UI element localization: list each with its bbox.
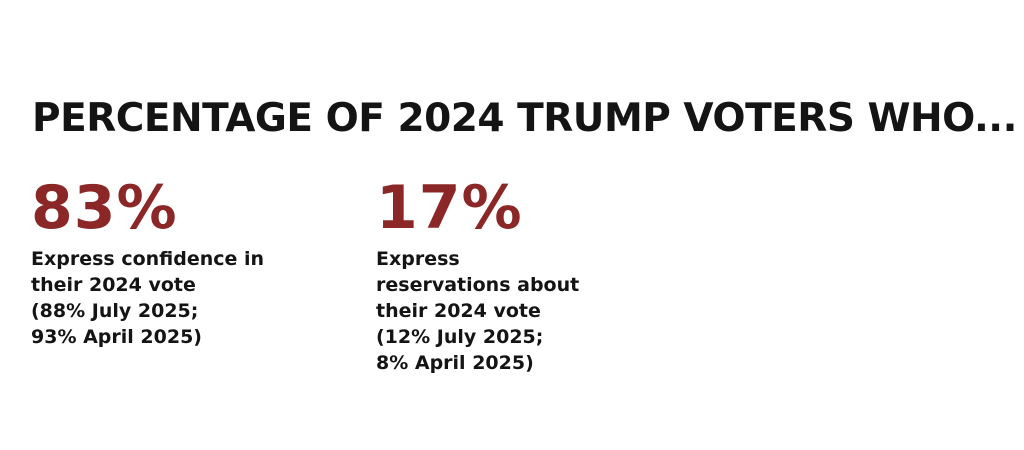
chart-title: PERCENTAGE OF 2024 TRUMP VOTERS WHO...: [32, 96, 1017, 141]
stat-confidence-value: 83%: [31, 173, 178, 243]
stat-reservations-description: Express reservations about their 2024 vo…: [376, 248, 580, 374]
stat-confidence: 83% Express confidence in their 2024 vot…: [31, 172, 281, 350]
stat-confidence-description: Express confidence in their 2024 vote (8…: [31, 248, 265, 348]
stat-reservations-value: 17%: [376, 173, 523, 243]
stat-reservations: 17% Express reservations about their 202…: [376, 172, 606, 376]
